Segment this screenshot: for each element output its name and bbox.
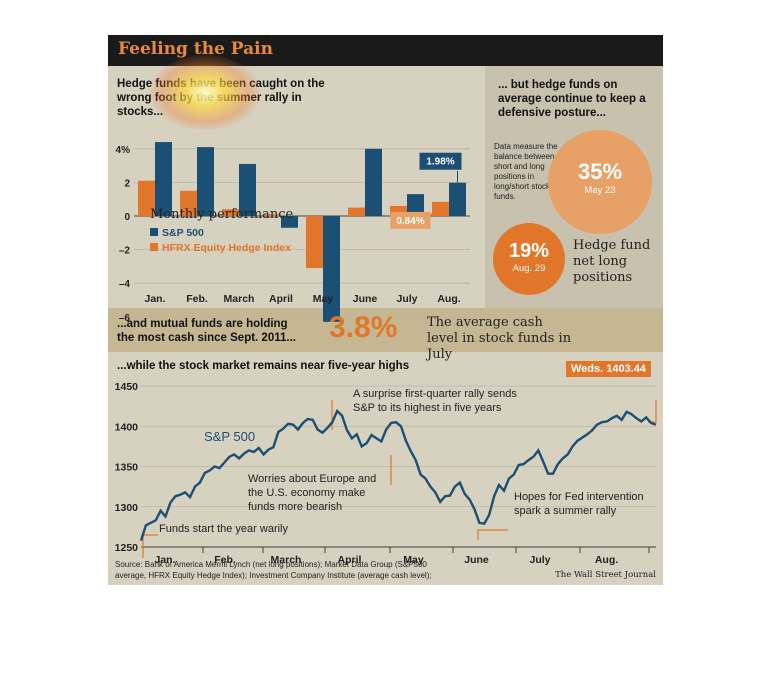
annotation-first-quarter-rally: A surprise first-quarter rally sends S&P…: [353, 388, 517, 414]
hfrx-label-leader: [430, 201, 441, 217]
line-y-tick-label: 1450: [115, 381, 139, 393]
mid-band: [108, 308, 663, 352]
line-series-label: S&P 500: [204, 429, 256, 444]
annotation-leader: [648, 400, 657, 423]
source-note: Source: Bank of America Merrill Lynch (n…: [115, 560, 432, 580]
right-panel-header: ... but hedge funds on average continue …: [498, 79, 646, 119]
line-y-tick-label: 1300: [115, 502, 139, 514]
hfrx-data-label: 0.84%: [396, 216, 424, 227]
bar-sp500: [239, 163, 256, 216]
bar-x-tick-label: July: [396, 293, 417, 305]
annotation-leader: [477, 529, 508, 540]
bar-chart-title: Monthly performance: [150, 207, 294, 222]
bar-hfrx: [432, 201, 449, 216]
bar-x-tick-label: Feb.: [186, 293, 208, 305]
bar-sp500: [281, 216, 298, 228]
infographic-title: Feeling the Pain: [118, 39, 273, 59]
bar-y-tick-label: 0: [124, 212, 130, 223]
bar-chart: 1.98% 0.84% 4% 2 0 –2 –4 –6 Jan. Feb. March April…: [116, 142, 470, 324]
legend-label-hfrx: HFRX Equity Hedge Index: [162, 242, 291, 254]
legend-swatch-hfrx: [150, 243, 158, 251]
credit: The Wall Street Journal: [555, 570, 656, 580]
bar-x-tick-label: April: [269, 293, 293, 305]
cash-value: 3.8%: [329, 311, 398, 344]
line-y-tick-label: 1350: [115, 462, 139, 474]
bar-x-tick-label: March: [224, 293, 255, 305]
line-x-tick-label: Feb.: [214, 554, 236, 566]
bar-hfrx: [348, 207, 365, 216]
line-x-tick-label: May: [403, 554, 424, 566]
bar-x-tick-label: June: [353, 293, 378, 305]
infographic-card: Feeling the Pain Hedge funds have been c…: [108, 35, 663, 585]
bubble-aug-value: 19%: [508, 240, 550, 262]
bar-y-tick-label: 4%: [116, 145, 131, 156]
bar-hfrx: [180, 190, 197, 216]
bar-x-tick-label: May: [313, 293, 334, 305]
bar-y-tick-label: –6: [119, 313, 131, 324]
bubble-aug-label: Aug. 29: [512, 263, 546, 274]
bar-y-tick-label: 2: [124, 178, 130, 189]
legend-sp500: S&P 500: [150, 227, 204, 239]
bar-sp500: [323, 216, 340, 322]
bubble-may-value: 35%: [577, 159, 623, 184]
line-x-tick-label: Jan.: [154, 554, 175, 566]
bubble-caption: Hedge fund net long positions: [573, 238, 651, 285]
sp500-data-label: 1.98%: [426, 157, 454, 168]
bar-sp500: [365, 148, 382, 216]
line-x-tick-label: March: [271, 554, 302, 566]
bar-y-tick-label: –4: [119, 279, 131, 290]
annotation-fed-hopes: Hopes for Fed intervention spark a summe…: [514, 491, 644, 517]
bar-hfrx: [306, 216, 323, 269]
right-panel-note: Data measure the balance between short a…: [494, 142, 558, 201]
line-y-tick-label: 1400: [115, 421, 139, 433]
bar-y-tick-label: –2: [119, 246, 131, 257]
line-x-tick-label: April: [338, 554, 362, 566]
bar-x-tick-label: Jan.: [144, 293, 165, 305]
bar-hfrx: [138, 180, 155, 216]
legend-hfrx: HFRX Equity Hedge Index: [150, 242, 291, 254]
line-x-tick-label: Aug.: [595, 554, 618, 566]
line-panel-header: ...while the stock market remains near f…: [117, 360, 410, 372]
line-y-tick-label: 1250: [115, 542, 139, 554]
cash-caption: The average cash level in stock funds in…: [427, 315, 572, 362]
bar-sp500: [407, 194, 424, 216]
line-chart: 1450 1400 1350 1300 1250 Jan. Feb. March April M…: [115, 381, 657, 566]
sp500-line: [139, 408, 657, 541]
bar-hfrx: [264, 214, 281, 216]
bar-hfrx: [390, 205, 407, 216]
hfrx-data-label-box: [390, 211, 431, 229]
legend-swatch-sp500: [150, 228, 158, 236]
line-x-tick-label: June: [464, 554, 489, 566]
bubble-may-label: May 23: [584, 185, 616, 196]
end-value-label: Weds. 1403.44: [566, 361, 652, 377]
legend-label-sp500: S&P 500: [162, 227, 204, 239]
bubble-aug: 19% Aug. 29: [493, 223, 565, 295]
annotation-europe-worries: Worries about Europe and the U.S. econom…: [248, 473, 377, 513]
annotation-funds-start: Funds start the year warily: [159, 523, 288, 535]
bar-hfrx: [222, 209, 239, 216]
bubble-may: 35% May 23: [548, 130, 652, 234]
line-x-tick-label: July: [529, 554, 550, 566]
bar-sp500: [449, 182, 466, 216]
bar-x-tick-label: Aug.: [437, 293, 460, 305]
bar-sp500: [197, 147, 214, 216]
sp500-data-label-box: [419, 152, 462, 170]
mutual-funds-header: ...and mutual funds are holding the most…: [117, 318, 296, 344]
title-bar: Feeling the Pain: [108, 35, 663, 66]
bar-sp500: [155, 142, 172, 216]
